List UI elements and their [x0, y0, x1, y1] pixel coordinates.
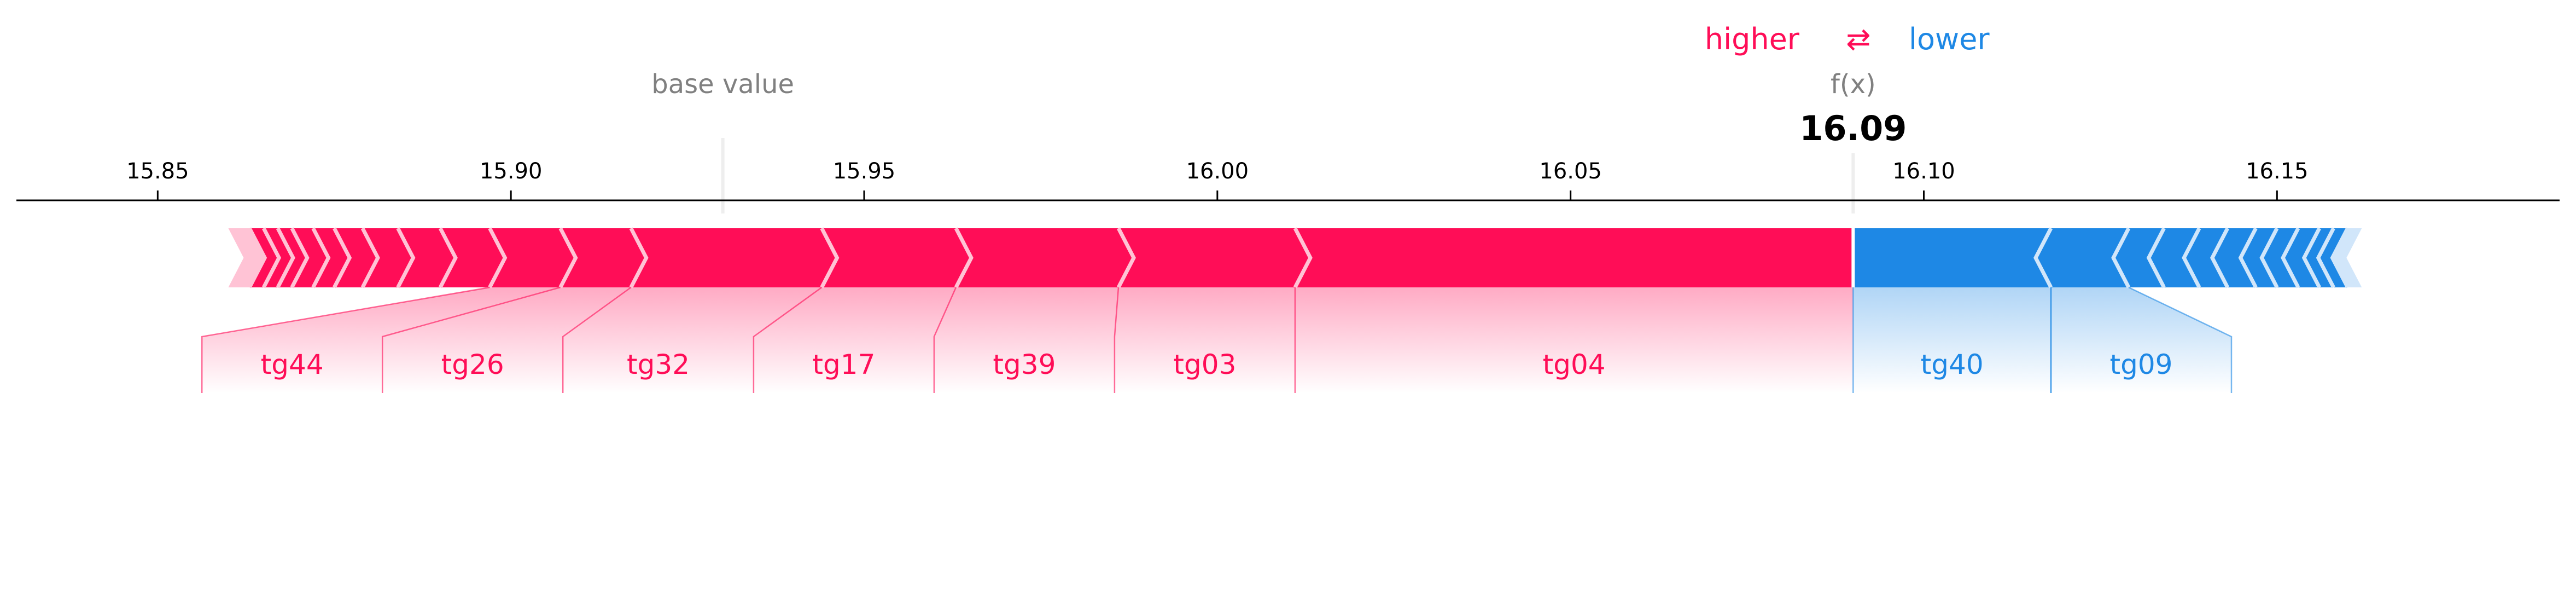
positive-bar-small — [334, 228, 378, 287]
positive-separator — [954, 227, 974, 288]
negative-separator — [2146, 227, 2166, 288]
positive-gradient-tg44 — [202, 287, 561, 393]
positive-gradient-tg39 — [934, 287, 1118, 393]
fx-value: 16.09 — [1799, 108, 1907, 148]
negative-separator — [2301, 227, 2321, 288]
positive-bar-tg04 — [1295, 228, 1854, 287]
negative-separator — [2238, 227, 2258, 288]
positive-connector-tg32 — [562, 286, 632, 393]
feature-label-tg17: tg17 — [812, 349, 875, 380]
feature-labels: tg44 tg26 tg32 tg17 tg39 tg03 tg04 tg40 tg09 — [261, 349, 2173, 380]
positive-bar-tg44 — [489, 228, 576, 287]
x-tick-label: 16.10 — [1892, 159, 1955, 184]
feature-label-tg03: tg03 — [1173, 349, 1236, 380]
x-tick-label: 15.95 — [833, 159, 896, 184]
feature-label-tg40: tg40 — [1921, 349, 1984, 380]
negative-separator — [2281, 227, 2300, 288]
positive-connector-tg44 — [201, 286, 490, 393]
positive-bar-tg32 — [631, 228, 837, 287]
feature-label-tg39: tg39 — [993, 349, 1056, 380]
positive-separator — [290, 227, 310, 288]
legend-arrows-icon: ⇄ — [1846, 22, 1870, 56]
positive-bar-small — [362, 228, 413, 287]
positive-gradient-tg26 — [382, 287, 631, 393]
positive-separator — [276, 227, 295, 288]
fx-label: f(x) — [1831, 69, 1876, 100]
x-axis-ticks: 15.85 15.90 15.95 16.00 16.05 16.10 16.15 — [126, 159, 2309, 200]
x-tick-label: 15.90 — [480, 159, 543, 184]
positive-separator — [261, 227, 282, 288]
positive-separator — [311, 227, 331, 288]
legend-lower-label: lower — [1909, 22, 1990, 56]
negative-connector-tg09 — [2128, 286, 2233, 393]
positive-connector-tg03 — [1114, 287, 1120, 393]
positive-separator — [248, 227, 267, 288]
negative-bar-tg40 — [1853, 228, 2051, 287]
positive-connector-tg26 — [381, 286, 561, 393]
positive-separator — [1293, 227, 1313, 288]
negative-bar-small — [2148, 228, 2200, 287]
x-tick-label: 16.05 — [1539, 159, 1602, 184]
feature-label-tg09: tg09 — [2110, 349, 2173, 380]
positive-gradient-tg32 — [563, 287, 822, 393]
positive-separator — [1116, 227, 1136, 288]
positive-bar-tg39 — [955, 228, 1134, 287]
negative-bar-small — [2304, 228, 2334, 287]
negative-separator — [2111, 227, 2131, 288]
positive-separator — [558, 227, 578, 288]
positive-bar-small — [398, 228, 456, 287]
force-bars — [228, 227, 2362, 288]
negative-bar-small — [2184, 228, 2228, 287]
positive-separator — [629, 227, 649, 288]
positive-separator — [438, 227, 458, 288]
negative-gradient-tg40 — [1853, 287, 2051, 393]
x-tick-label: 16.00 — [1186, 159, 1249, 184]
positive-gradient-tg03 — [1114, 287, 1295, 393]
positive-bar-tg17 — [821, 228, 971, 287]
negative-separator — [2259, 227, 2279, 288]
negative-bar-small — [2212, 228, 2256, 287]
negative-bar-tg09 — [2036, 228, 2129, 287]
base-value-label: base value — [651, 69, 794, 100]
positive-connector-tg39 — [933, 287, 957, 393]
negative-gradient-tg09 — [2051, 287, 2231, 393]
positive-separator — [360, 227, 380, 288]
positive-bar-small — [249, 228, 279, 287]
contribution-gradients — [202, 287, 2231, 393]
positive-bar-small — [264, 228, 293, 287]
feature-label-tg44: tg44 — [261, 349, 324, 380]
feature-label-tg04: tg04 — [1543, 349, 1606, 380]
x-tick-label: 16.15 — [2246, 159, 2309, 184]
positive-connector-tg17 — [753, 286, 823, 393]
positive-gradient-tg04 — [1295, 287, 1854, 393]
positive-separator — [488, 227, 508, 288]
negative-tail — [2332, 228, 2362, 287]
legend-higher-label: higher — [1705, 22, 1800, 56]
positive-separator — [333, 227, 352, 288]
negative-separator — [2182, 227, 2201, 288]
positive-bar-tg26 — [560, 228, 646, 287]
base-value-marker — [721, 138, 725, 213]
x-tick-label: 15.85 — [126, 159, 189, 184]
positive-bar-small — [277, 228, 307, 287]
negative-separator — [2316, 227, 2335, 288]
negative-bar-small — [2318, 228, 2348, 287]
negative-separator — [2033, 227, 2053, 288]
positive-separator — [396, 227, 416, 288]
positive-gradient-tg17 — [753, 287, 956, 393]
positive-separator — [820, 227, 840, 288]
fx-marker — [1851, 153, 1855, 213]
positive-bar-small — [440, 228, 505, 287]
feature-label-tg32: tg32 — [627, 349, 690, 380]
positive-bar-tg03 — [1118, 228, 1310, 287]
negative-bar-small — [2113, 228, 2164, 287]
label-connectors — [201, 286, 2233, 393]
negative-separator — [2210, 227, 2230, 288]
feature-label-tg26: tg26 — [441, 349, 504, 380]
negative-separator — [2330, 227, 2350, 288]
